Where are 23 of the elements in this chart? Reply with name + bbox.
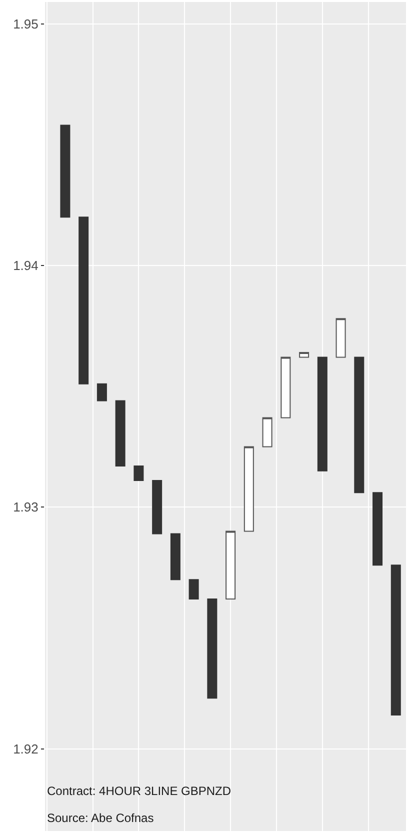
- candlestick: [390, 564, 401, 716]
- candlestick: [354, 356, 364, 494]
- candlestick: [170, 533, 180, 580]
- candlestick: [96, 383, 107, 402]
- annotation: Contract: 4HOUR 3LINE GBPNZD: [47, 784, 232, 798]
- candlestick: [280, 356, 291, 418]
- candlestick: [372, 492, 383, 566]
- candlestick: [78, 216, 89, 384]
- candlestick: [188, 579, 199, 600]
- annotation: Source: Abe Cofnas: [47, 811, 154, 825]
- candlestick: [336, 318, 346, 358]
- y-tick-label: 1.94: [13, 258, 38, 273]
- y-tick-label: 1.93: [13, 500, 38, 515]
- y-tick-label: 1.92: [13, 741, 38, 756]
- candlestick: [152, 480, 162, 534]
- candlestick: [60, 124, 70, 218]
- candlestick: [262, 417, 272, 448]
- candlestick: [134, 466, 144, 482]
- candlestick: [299, 352, 310, 358]
- candlestick: [207, 598, 218, 699]
- y-tick-label: 1.95: [13, 16, 38, 32]
- candlestick: [317, 356, 328, 472]
- candlestick: [115, 400, 126, 467]
